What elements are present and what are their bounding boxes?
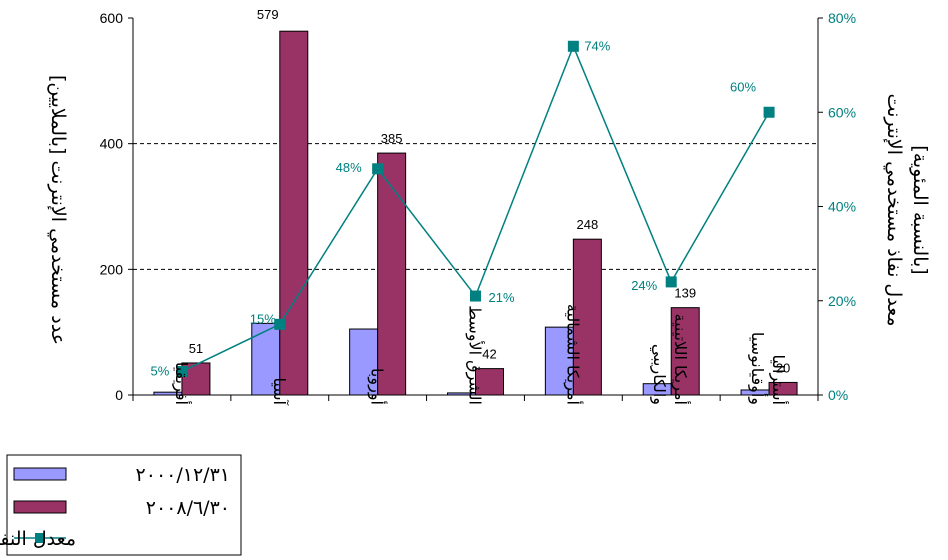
penetration-value-label: 5% (151, 363, 170, 378)
bar-2000 (251, 322, 281, 396)
y-tick-label: 200 (100, 261, 124, 277)
penetration-point (665, 276, 677, 288)
legend-swatch-2000 (13, 467, 67, 481)
penetration-value-label: 21% (488, 290, 514, 305)
bar-value-label: 385 (381, 131, 403, 146)
category-label: أفريقيا (171, 362, 192, 405)
y2-tick-label: 0% (828, 387, 848, 403)
bar-2008 (377, 152, 407, 396)
category-label-group: أوروبا (367, 368, 388, 405)
penetration-line (176, 40, 775, 377)
bar-value-label: 139 (674, 286, 696, 301)
penetration-point (372, 163, 384, 175)
bar-value-label: 51 (189, 341, 203, 356)
y-tick-label: 600 (100, 10, 124, 26)
y-axis-title: عدد مستخدمي الإنترنت [بالملايين] (47, 75, 69, 345)
category-label-group: أمريكا اللاتينيةوالكاريبي (649, 314, 691, 405)
y2-tick-label: 80% (828, 10, 856, 26)
penetration-point (763, 106, 775, 118)
penetration-point (567, 40, 579, 52)
bar-value-label: 248 (577, 217, 599, 232)
penetration-point (470, 290, 481, 302)
legend-label-2008: ٢٠٠٨/٦/٣٠ (146, 497, 230, 519)
category-label-group: آسيا (270, 377, 289, 406)
y2-tick-label: 60% (828, 104, 856, 120)
y2-axis-title: معدل نفاذ مستخدمي الإنترنت [بالنسبة المئو… (883, 93, 931, 326)
penetration-point (274, 318, 286, 330)
category-label: الشرق الأوسط (465, 305, 486, 405)
data-labels: 51 579 385 42 248 139 20 5% 15% 48% 21% 74% 24% 60% (151, 7, 791, 378)
penetration-value-label: 74% (584, 38, 610, 53)
category-label-group: أمريكا الشمالية (562, 304, 583, 405)
bar-2008 (572, 238, 602, 396)
axes: 0 200 400 600 0% 20% 40% 60% 80% (100, 10, 856, 403)
legend: ٢٠٠٠/١٢/٣١ ٢٠٠٨/٦/٣٠ معدل النفاذ (0, 454, 242, 556)
bars (153, 30, 798, 396)
bar-value-label: 579 (257, 7, 279, 22)
legend-swatch-2008 (13, 500, 67, 514)
penetration-value-label: 60% (730, 79, 756, 94)
penetration-point (176, 365, 188, 377)
category-label: أمريكا الشمالية (562, 304, 583, 405)
legend-marker (35, 533, 45, 543)
y2-tick-label: 40% (828, 199, 856, 215)
penetration-value-label: 15% (250, 311, 276, 326)
category-label: أوروبا (367, 368, 388, 405)
bar-2008 (279, 30, 309, 396)
penetration-value-label: 24% (631, 278, 657, 293)
y-tick-label: 400 (100, 136, 124, 152)
category-label: أمريكا اللاتينيةوالكاريبي (649, 314, 691, 405)
category-label-group: أفريقيا (171, 362, 192, 405)
legend-label-2000: ٢٠٠٠/١٢/٣١ (136, 464, 230, 486)
category-label-group: الشرق الأوسط (465, 305, 486, 405)
legend-label-penetration: معدل النفاذ (0, 528, 76, 550)
category-label-group: أسترالياوأوقيانوسيا (747, 332, 789, 405)
y2-tick-label: 20% (828, 293, 856, 309)
category-label: آسيا (270, 377, 289, 406)
category-label: أسترالياوأوقيانوسيا (747, 332, 789, 405)
category-labels: أفريقيا آسيا أوروبا الشرق الأوسط أمريكا الشم… (171, 304, 789, 407)
gridlines (133, 143, 818, 270)
y-tick-label: 0 (115, 387, 123, 403)
bar-value-label: 20 (776, 360, 790, 375)
penetration-value-label: 48% (336, 160, 362, 175)
bar-value-label: 42 (482, 347, 496, 362)
